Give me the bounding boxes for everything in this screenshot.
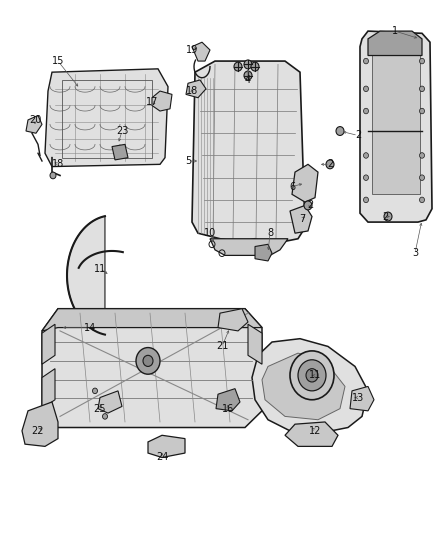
Polygon shape [42, 309, 262, 331]
Circle shape [143, 356, 153, 367]
Text: 4: 4 [245, 75, 251, 85]
Circle shape [290, 351, 334, 400]
Polygon shape [98, 391, 122, 413]
Polygon shape [210, 239, 288, 255]
Text: 24: 24 [156, 453, 168, 463]
Polygon shape [292, 164, 318, 202]
Polygon shape [112, 144, 128, 160]
Polygon shape [26, 116, 42, 133]
Text: 19: 19 [186, 45, 198, 55]
Circle shape [234, 62, 242, 71]
Polygon shape [192, 42, 210, 61]
Circle shape [364, 86, 368, 92]
Circle shape [244, 60, 252, 69]
Text: 12: 12 [309, 426, 321, 436]
Circle shape [298, 360, 326, 391]
Text: 15: 15 [52, 56, 64, 66]
Text: 2: 2 [382, 212, 388, 222]
Polygon shape [42, 309, 262, 427]
Circle shape [92, 388, 98, 394]
Circle shape [420, 152, 424, 158]
Polygon shape [262, 353, 345, 419]
Polygon shape [148, 435, 185, 457]
Circle shape [336, 127, 344, 135]
Circle shape [304, 201, 312, 210]
Circle shape [364, 58, 368, 64]
Text: 8: 8 [267, 228, 273, 238]
Circle shape [364, 152, 368, 158]
Text: 18: 18 [186, 86, 198, 96]
Circle shape [306, 369, 318, 382]
Polygon shape [372, 53, 420, 195]
Text: 14: 14 [84, 322, 96, 333]
Text: 2: 2 [355, 131, 361, 141]
Circle shape [384, 212, 392, 221]
Polygon shape [42, 324, 55, 364]
Circle shape [420, 58, 424, 64]
Text: 25: 25 [94, 403, 106, 414]
Polygon shape [216, 389, 240, 411]
Circle shape [102, 414, 107, 419]
Circle shape [50, 172, 56, 179]
Text: 11: 11 [309, 370, 321, 381]
Text: 2: 2 [307, 200, 313, 211]
Circle shape [420, 197, 424, 203]
Circle shape [326, 160, 334, 169]
Polygon shape [152, 91, 172, 111]
Text: 6: 6 [289, 182, 295, 191]
Polygon shape [218, 309, 248, 331]
Text: 21: 21 [216, 342, 228, 351]
Text: 1: 1 [392, 26, 398, 36]
Text: 17: 17 [146, 97, 158, 107]
Circle shape [251, 62, 259, 71]
Polygon shape [186, 80, 206, 98]
Circle shape [420, 175, 424, 181]
Polygon shape [42, 369, 55, 409]
Circle shape [364, 175, 368, 181]
Polygon shape [350, 386, 374, 411]
Text: 18: 18 [52, 159, 64, 169]
Circle shape [244, 71, 252, 80]
Circle shape [420, 86, 424, 92]
Circle shape [136, 348, 160, 374]
Text: 20: 20 [29, 115, 41, 125]
Polygon shape [67, 216, 105, 335]
Text: 23: 23 [116, 126, 128, 136]
Text: 11: 11 [94, 264, 106, 274]
Text: 7: 7 [299, 214, 305, 224]
Text: 10: 10 [204, 228, 216, 238]
Polygon shape [290, 205, 312, 233]
Text: 16: 16 [222, 403, 234, 414]
Text: 3: 3 [412, 248, 418, 258]
Polygon shape [368, 31, 422, 55]
Polygon shape [248, 324, 262, 364]
Circle shape [364, 197, 368, 203]
Circle shape [420, 108, 424, 114]
Polygon shape [22, 402, 58, 446]
Polygon shape [360, 31, 432, 222]
Polygon shape [45, 69, 168, 166]
Text: 22: 22 [32, 426, 44, 436]
Text: 2: 2 [327, 159, 333, 169]
Polygon shape [192, 61, 305, 244]
Text: 5: 5 [185, 156, 191, 166]
Polygon shape [252, 338, 368, 433]
Polygon shape [255, 244, 272, 261]
Circle shape [364, 108, 368, 114]
Polygon shape [285, 422, 338, 446]
Text: 13: 13 [352, 392, 364, 402]
